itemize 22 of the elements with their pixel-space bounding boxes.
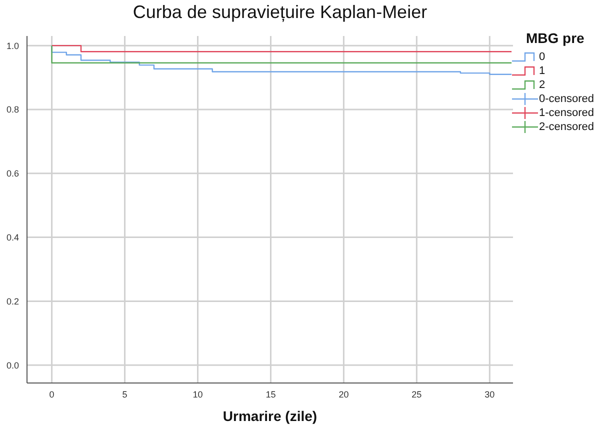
legend-label: 2-censored (539, 121, 594, 133)
legend-label: 2 (539, 79, 546, 91)
legend-label: 0-censored (539, 93, 594, 105)
y-tick-label: 0.4 (6, 232, 19, 242)
y-tick-label: 0.8 (6, 104, 19, 115)
y-tick-label: 0.0 (6, 360, 19, 370)
legend-label: 1 (539, 65, 546, 77)
x-tick-label: 5 (122, 389, 128, 400)
x-tick-label: 0 (49, 389, 54, 400)
y-tick-label: 1.0 (6, 40, 19, 51)
legend-label: 1-censored (539, 107, 594, 119)
legend-label: 0 (539, 51, 546, 63)
chart-title: Curba de supraviețuire Kaplan-Meier (132, 2, 428, 23)
y-tick-label: 0.6 (6, 168, 19, 179)
legend-title: MBG pre (526, 30, 586, 46)
y-tick-label: 0.2 (6, 296, 19, 306)
x-tick-label: 10 (192, 389, 203, 400)
x-tick-label: 30 (484, 389, 495, 400)
x-tick-label: 25 (412, 389, 422, 400)
x-tick-label: 15 (266, 389, 276, 400)
x-axis-title: Urmarire (zile) (222, 408, 318, 424)
x-tick-label: 20 (338, 389, 349, 400)
